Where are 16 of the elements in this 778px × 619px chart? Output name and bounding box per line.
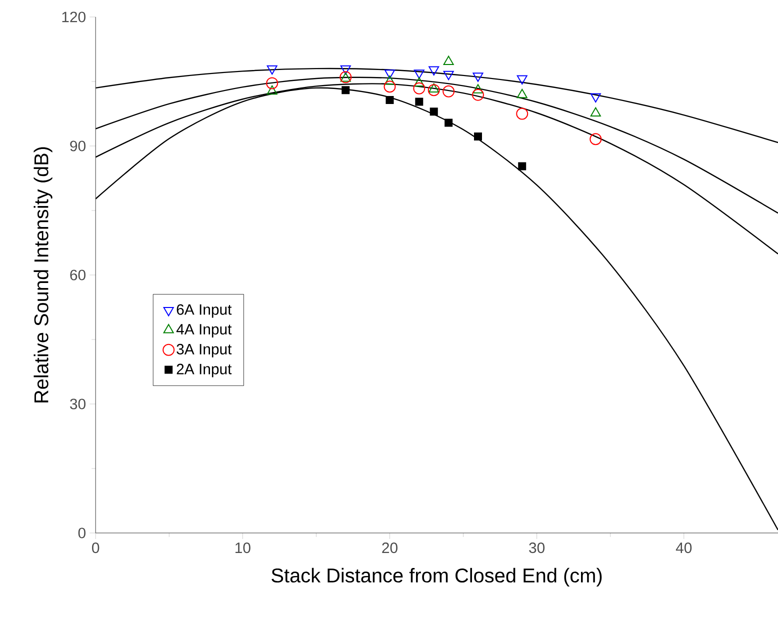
x-tick-label: 10 [236,542,250,554]
legend-label: 2A Input [176,364,232,378]
legend-label: 6A Input [176,304,232,318]
y-axis-title: Relative Sound Intensity (dB) [34,147,52,402]
legend-label: 4A Input [176,324,232,338]
x-tick-label: 30 [529,542,545,554]
x-tick-label: 0 [92,542,100,554]
y-tick-label: 120 [62,12,86,22]
y-tick-label: 60 [70,270,86,280]
y-tick-label: 90 [70,140,86,152]
legend-label: 3A Input [176,344,232,358]
x-tick-label: 20 [382,542,398,554]
x-tick-label: 40 [676,542,692,554]
y-tick-label: 30 [70,398,86,410]
x-axis-title: Stack Distance from Closed End (cm) [272,568,602,586]
y-tick-label: 0 [78,528,86,538]
